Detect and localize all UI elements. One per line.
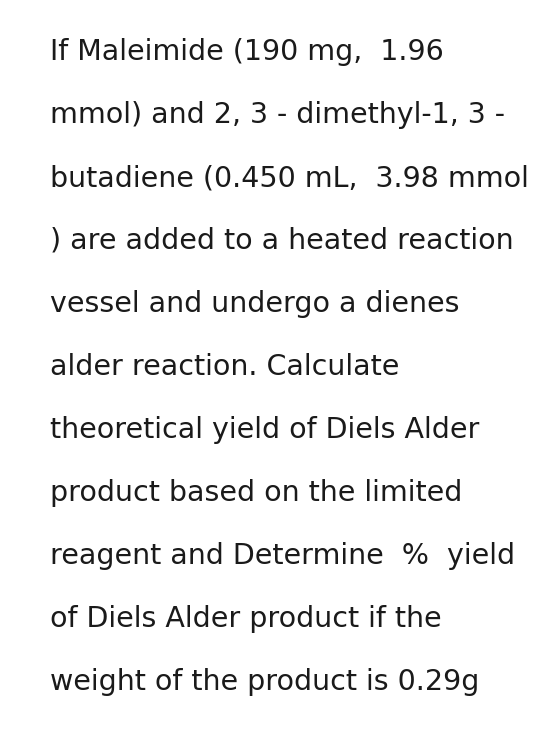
Text: If Maleimide (190 mg,  1.96: If Maleimide (190 mg, 1.96 bbox=[50, 38, 444, 66]
Text: product based on the limited: product based on the limited bbox=[50, 479, 462, 507]
Text: ) are added to a heated reaction: ) are added to a heated reaction bbox=[50, 227, 514, 255]
Text: vessel and undergo a dienes: vessel and undergo a dienes bbox=[50, 290, 459, 318]
Text: of Diels Alder product if the: of Diels Alder product if the bbox=[50, 605, 442, 633]
Text: mmol) and 2, 3 - dimethyl-1, 3 -: mmol) and 2, 3 - dimethyl-1, 3 - bbox=[50, 101, 505, 129]
Text: weight of the product is 0.29g: weight of the product is 0.29g bbox=[50, 668, 479, 696]
Text: reagent and Determine  %  yield: reagent and Determine % yield bbox=[50, 542, 515, 570]
Text: theoretical yield of Diels Alder: theoretical yield of Diels Alder bbox=[50, 416, 479, 444]
Text: alder reaction. Calculate: alder reaction. Calculate bbox=[50, 353, 399, 381]
Text: butadiene (0.450 mL,  3.98 mmol: butadiene (0.450 mL, 3.98 mmol bbox=[50, 164, 529, 192]
